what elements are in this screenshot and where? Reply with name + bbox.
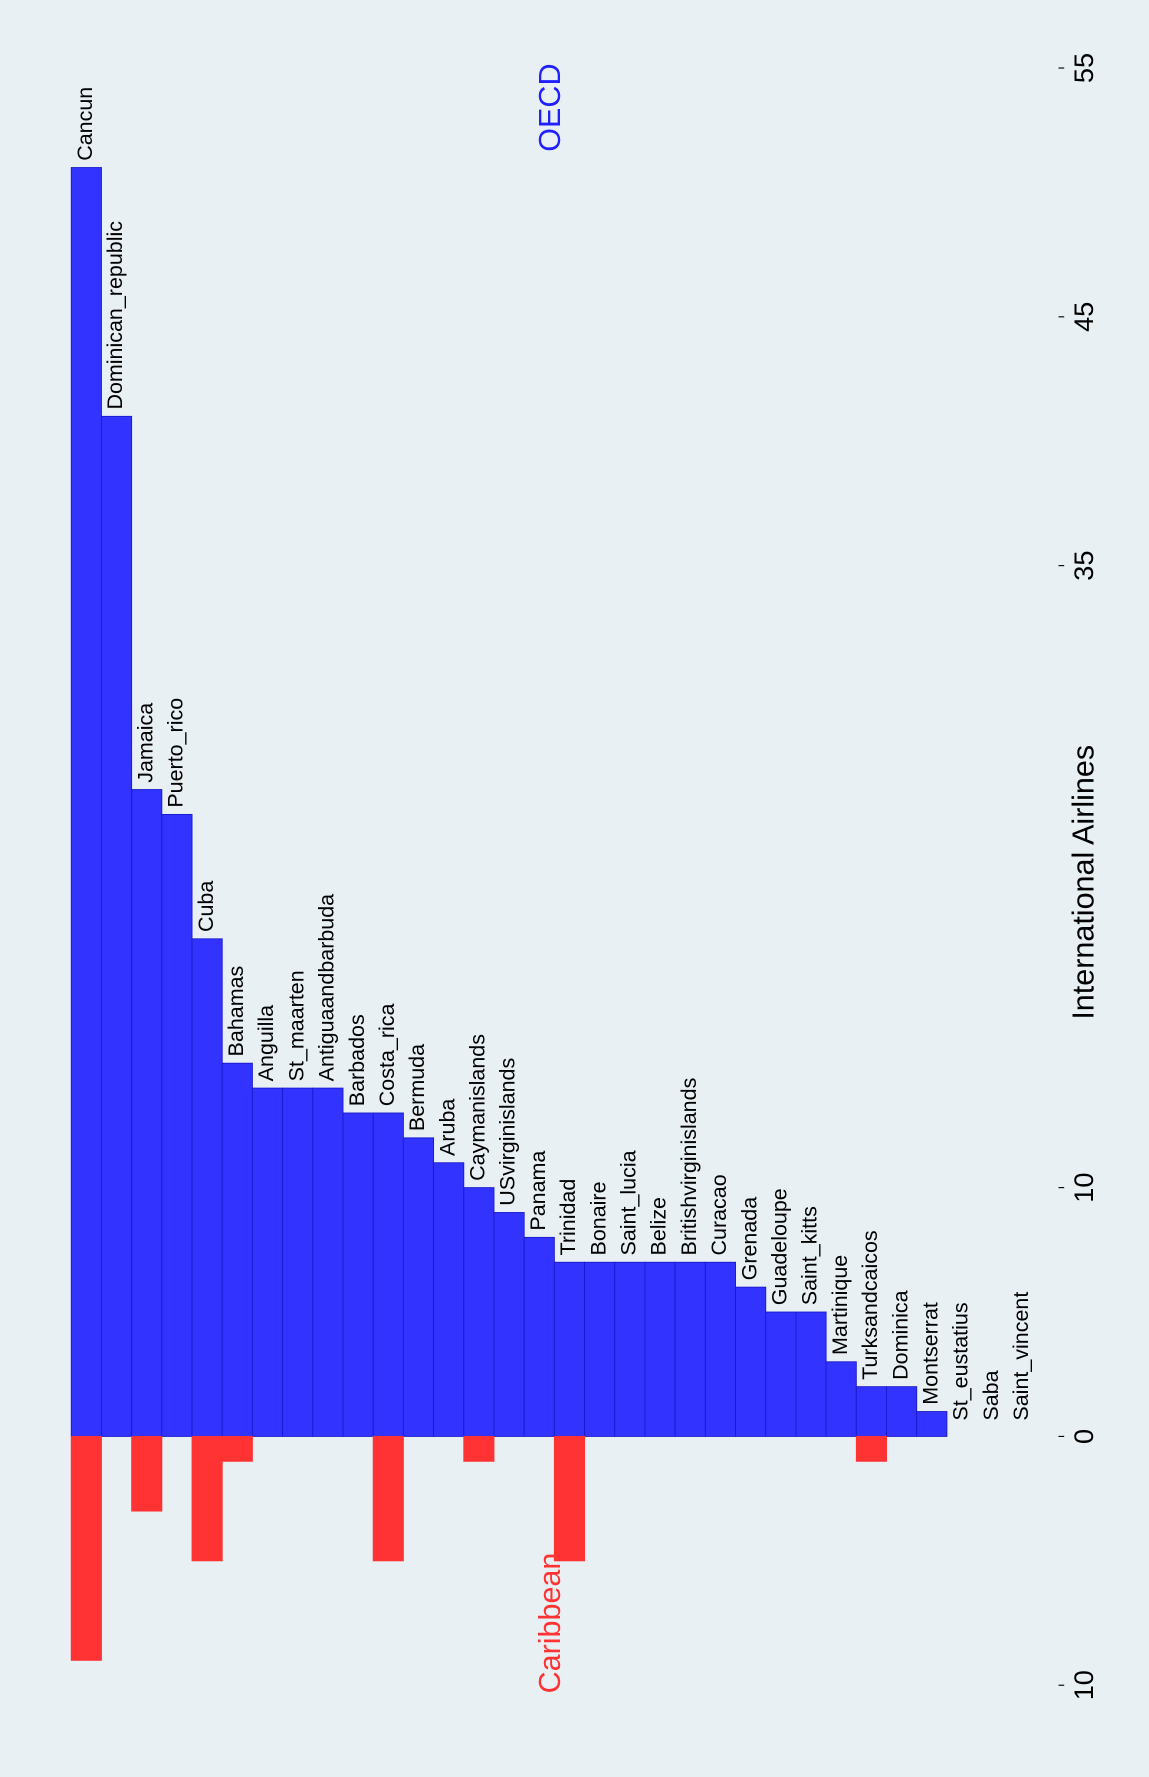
y-tick-label: 10: [1068, 1670, 1099, 1700]
bar: [493, 1212, 525, 1437]
bar: [523, 1236, 555, 1437]
bar: [191, 1435, 223, 1562]
category-label: Dominican_republic: [103, 221, 127, 410]
bar: [251, 1087, 284, 1437]
bar: [131, 1435, 163, 1512]
bar: [916, 1411, 948, 1437]
bar: [614, 1261, 646, 1437]
category-label: Cuba: [194, 881, 218, 932]
category-label: Trinidad: [556, 1179, 580, 1256]
bar: [70, 1435, 102, 1661]
y-tick-label: 55: [1068, 53, 1099, 83]
category-label: Grenada: [737, 1197, 761, 1281]
bar: [855, 1435, 887, 1462]
bar: [674, 1261, 706, 1437]
bar: [161, 813, 193, 1437]
category-label: USvirginislands: [496, 1058, 520, 1206]
bar: [131, 789, 163, 1437]
category-label: Jamaica: [133, 703, 157, 783]
bar: [282, 1087, 314, 1437]
category-label: Saint_vincent: [1009, 1292, 1033, 1421]
bar: [795, 1311, 827, 1437]
category-label: Curacao: [707, 1174, 731, 1255]
bar: [704, 1261, 736, 1437]
category-label: Dominica: [888, 1290, 912, 1380]
y-tick-label: 10: [1068, 1173, 1099, 1203]
bar: [463, 1187, 495, 1437]
category-label: Saint_kitts: [798, 1206, 822, 1305]
category-label: Anguilla: [254, 1005, 278, 1081]
bar: [342, 1112, 374, 1437]
bar: [553, 1435, 586, 1562]
bar: [221, 1062, 253, 1437]
category-label: Bahamas: [224, 966, 248, 1057]
bar: [855, 1386, 887, 1437]
category-label: Barbados: [345, 1014, 369, 1106]
bar: [644, 1261, 676, 1437]
bar: [825, 1361, 857, 1437]
category-label: Saint_lucia: [617, 1150, 641, 1255]
y-tick-label: 35: [1068, 551, 1099, 581]
category-label: Belize: [647, 1197, 671, 1255]
category-label: St_maarten: [284, 970, 308, 1081]
category-label: Puerto_rico: [164, 698, 188, 808]
category-label: St_eustatius: [949, 1302, 973, 1420]
bar: [312, 1087, 344, 1437]
bar: [553, 1261, 586, 1437]
category-label: Antiguaandbarbuda: [315, 894, 339, 1081]
bar: [584, 1261, 616, 1437]
category-label: Aruba: [435, 1099, 459, 1156]
category-label: Martinique: [828, 1255, 852, 1355]
bar: [402, 1137, 435, 1437]
axis-title: International Airlines: [1067, 745, 1101, 1020]
category-label: Panama: [526, 1151, 550, 1231]
category-label: Caymanislands: [466, 1034, 490, 1181]
category-label: Costa_rica: [375, 1004, 399, 1107]
category-label: Turksandcaicos: [858, 1230, 882, 1380]
bar: [463, 1435, 495, 1462]
category-label: Saba: [979, 1370, 1003, 1420]
y-tick-label: 0: [1068, 1429, 1099, 1444]
bar: [433, 1162, 465, 1437]
category-label: Bonaire: [586, 1181, 610, 1255]
category-label: Guadeloupe: [768, 1188, 792, 1305]
bar: [886, 1386, 918, 1437]
category-label: Cancun: [73, 87, 97, 161]
bar: [70, 167, 102, 1437]
series-label: Caribbean: [533, 1553, 567, 1694]
series-label: OECD: [533, 64, 567, 152]
bar: [372, 1112, 404, 1437]
bar: [191, 938, 223, 1437]
bar: [765, 1311, 797, 1437]
y-tick-label: 45: [1068, 302, 1099, 332]
bar: [372, 1435, 404, 1562]
category-label: Britishvirginislands: [677, 1078, 701, 1256]
bar: [735, 1286, 767, 1437]
bar: [221, 1435, 253, 1462]
bar: [100, 415, 133, 1437]
category-label: Bermuda: [405, 1044, 429, 1131]
category-label: Montserrat: [918, 1302, 942, 1405]
